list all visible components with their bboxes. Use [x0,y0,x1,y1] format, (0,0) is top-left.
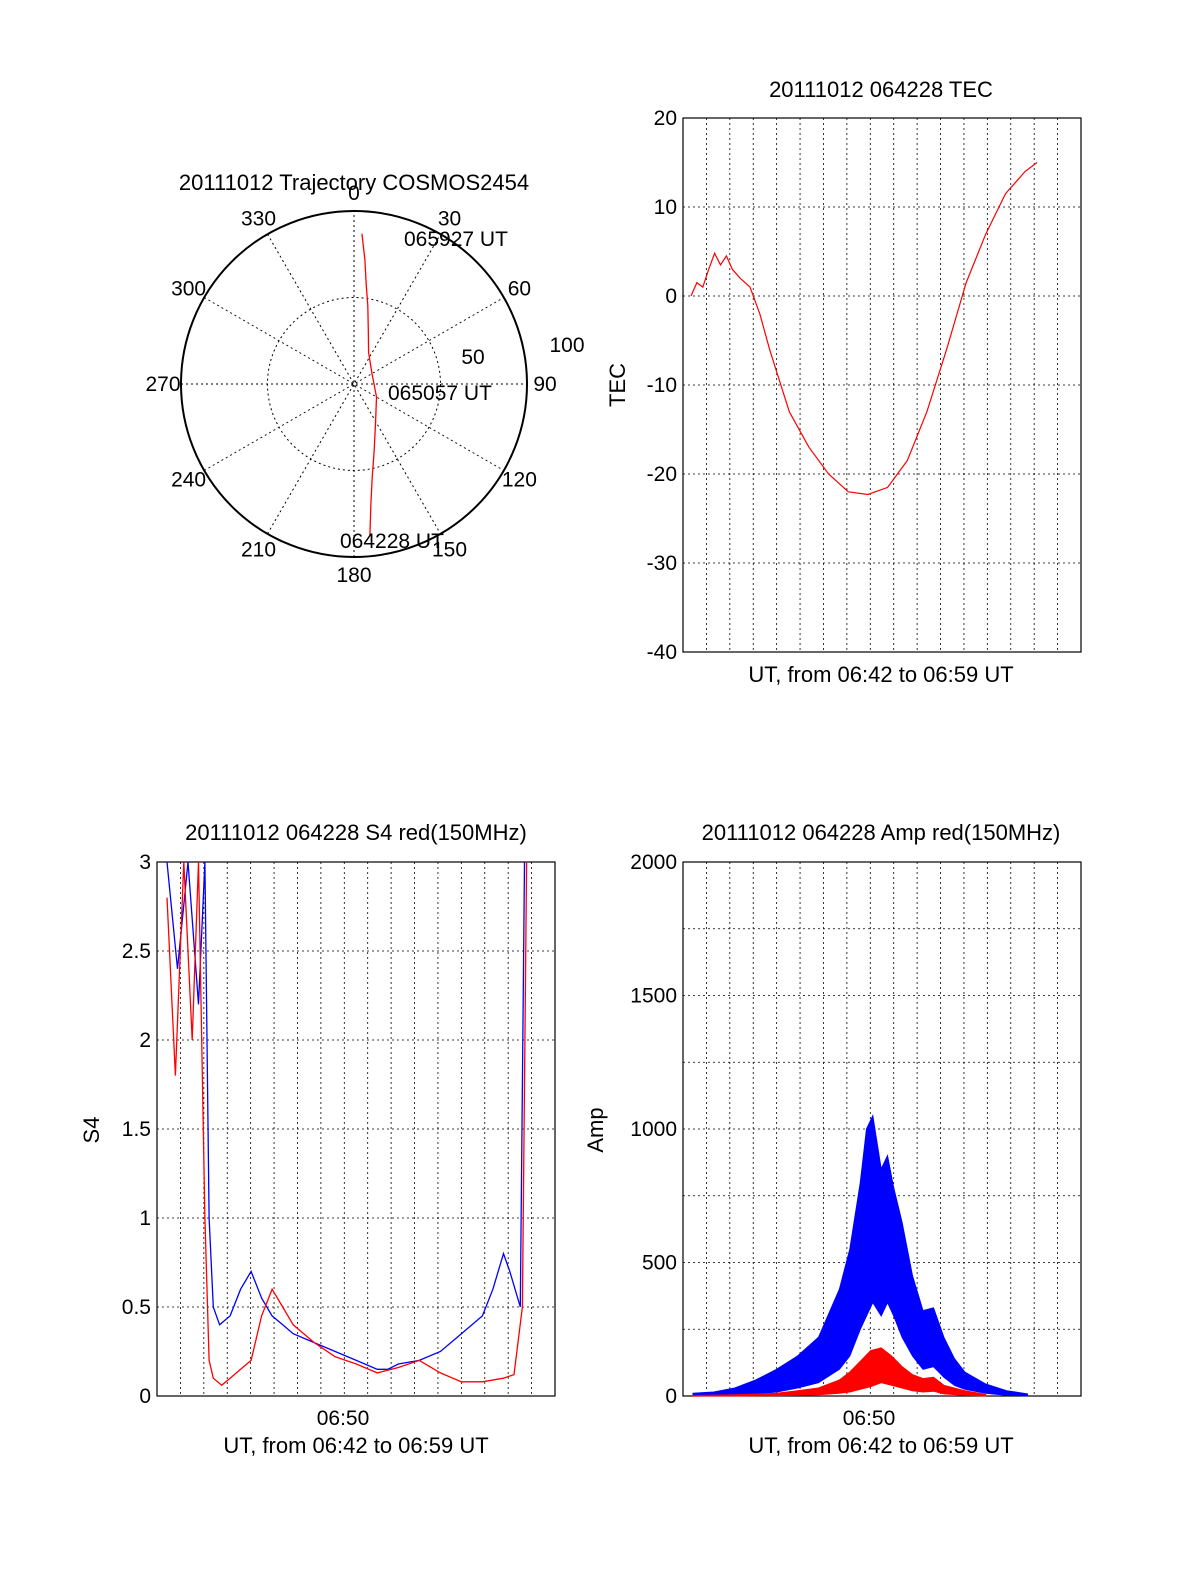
azimuth-label-30: 30 [438,208,461,231]
amp-line-1 [692,1363,986,1397]
tec-ylabel: TEC [605,363,630,407]
tec-ytick-3: -10 [647,374,677,397]
azimuth-label-120: 120 [502,469,537,492]
s4-title: 20111012 064228 S4 red(150MHz) [185,820,527,845]
tec-ytick-4: -20 [647,463,677,486]
tec-y-tick-labels: 20 10 0 -10 -20 -30 -40 [647,107,677,664]
amp-ytick-3: 500 [642,1252,677,1275]
tec-ytick-2: 0 [665,285,677,308]
azimuth-label-330: 330 [241,208,276,231]
tec-ytick-0: 20 [654,107,677,130]
s4-xtick-0650: 06:50 [317,1407,370,1430]
annotation-065927: 065927 UT [404,228,508,251]
s4-ytick-0: 3 [139,851,151,874]
amp-ytick-1: 1500 [630,985,677,1008]
azimuth-label-90: 90 [533,373,556,396]
s4-ylabel: S4 [79,1117,104,1144]
amp-grid [683,862,1081,1396]
tec-ytick-5: -30 [647,552,677,575]
trajectory-polar-plot: 20111012 Trajectory COSMOS2454 0 30 60 90 12… [145,170,584,587]
tec-axes-frame [682,117,1082,653]
s4-series-0 [166,861,526,1370]
s4-xlabel: UT, from 06:42 to 06:59 UT [223,1433,488,1458]
amp-y-tick-labels: 2000 1500 1000 500 0 [630,851,677,1408]
amp-ytick-0: 2000 [630,851,677,874]
amp-line-0 [692,1195,1028,1396]
azimuth-label-60: 60 [508,278,531,301]
azimuth-label-240: 240 [171,469,206,492]
azimuth-label-180: 180 [336,564,371,587]
s4-ytick-6: 0 [139,1385,151,1408]
annotation-064228: 064228 UT [340,530,444,553]
s4-axes-frame [156,861,556,1397]
amp-title: 20111012 064228 Amp red(150MHz) [702,820,1061,845]
amp-ytick-4: 0 [665,1385,677,1408]
amp-plot: 20111012 064228 Amp red(150MHz) 2000 1500… [583,820,1082,1458]
trajectory-line [361,233,378,536]
tec-ytick-1: 10 [654,196,677,219]
amp-xlabel: UT, from 06:42 to 06:59 UT [748,1433,1013,1458]
s4-ytick-3: 1.5 [122,1118,151,1141]
tec-grid [683,118,1081,652]
azimuth-label-270: 270 [145,373,180,396]
azimuth-label-300: 300 [171,278,206,301]
s4-ytick-1: 2.5 [122,940,151,963]
tec-xlabel: UT, from 06:42 to 06:59 UT [748,662,1013,687]
s4-grid [157,862,555,1396]
s4-ytick-5: 0.5 [122,1296,151,1319]
tec-ytick-6: -40 [647,641,677,664]
amp-ytick-2: 1000 [630,1118,677,1141]
polar-radial-label-100: 100 [549,334,584,357]
s4-ytick-4: 1 [139,1207,151,1230]
amp-xtick-0650: 06:50 [843,1407,896,1430]
tec-title: 20111012 064228 TEC [769,77,993,102]
tec-plot: 20111012 064228 TEC 20 10 0 -10 -20 -30 -40 TE… [605,77,1082,687]
polar-radial-label-50: 50 [461,346,484,369]
annotation-065057: 065057 UT [388,382,492,405]
polar-grid [180,210,528,558]
s4-series-1 [166,861,528,1387]
amp-ylabel: Amp [583,1107,608,1152]
azimuth-label-0: 0 [348,182,360,205]
s4-ytick-2: 2 [139,1029,151,1052]
amp-series-bands [692,1114,1028,1397]
polar-azimuth-labels: 0 30 60 90 120 150 180 210 240 270 300 330 [145,182,556,587]
s4-plot: 20111012 064228 S4 red(150MHz) 3 2.5 2 1.5 1… [79,820,556,1458]
amp-axes-frame [682,861,1082,1397]
s4-series-lines [166,861,528,1387]
polar-title: 20111012 Trajectory COSMOS2454 [179,170,529,195]
amp-band-0 [692,1114,1028,1397]
azimuth-label-150: 150 [432,538,467,561]
s4-y-tick-labels: 3 2.5 2 1.5 1 0.5 0 [122,851,151,1408]
tec-series-line [690,162,1038,496]
amp-band-1 [692,1347,987,1397]
azimuth-label-210: 210 [241,538,276,561]
